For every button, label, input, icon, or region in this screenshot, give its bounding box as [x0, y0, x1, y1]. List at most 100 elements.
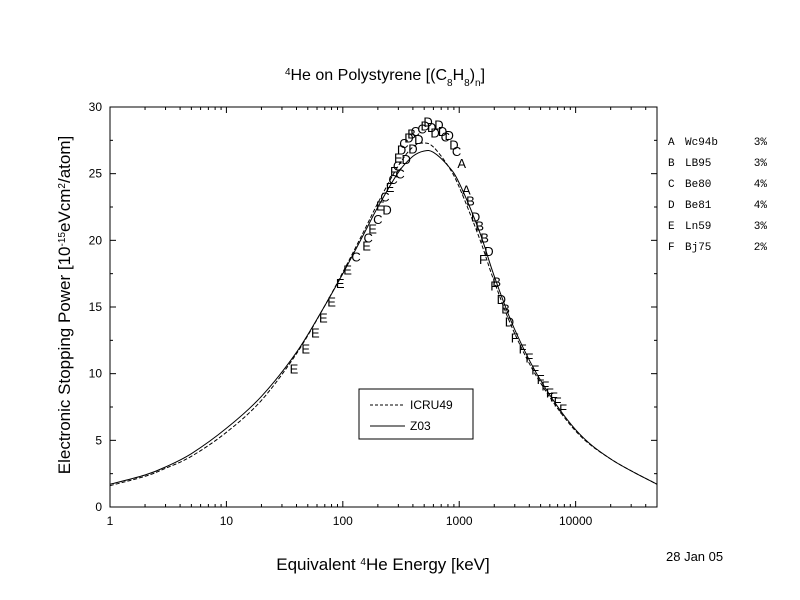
data-point-e: E [394, 151, 403, 166]
key-letter-e: E [668, 221, 675, 233]
data-point-c: C [373, 212, 382, 227]
data-point-c: C [441, 129, 450, 144]
data-point-d: D [449, 137, 458, 152]
key-letter-b: B [668, 158, 675, 170]
data-point-b: B [492, 275, 501, 290]
data-point-d: D [430, 125, 439, 140]
data-point-d: D [427, 120, 436, 135]
data-point-e: E [327, 295, 336, 310]
key-ref-c: Be80 [685, 179, 711, 191]
x-axis-label: Equivalent 4He Energy [keV] [276, 555, 489, 574]
data-point-f: F [479, 252, 487, 267]
data-point-d: D [408, 141, 417, 156]
data-point-d: D [401, 152, 410, 167]
data-point-d: D [484, 244, 493, 259]
ylabel-sup1: -15 [57, 232, 68, 247]
data-point-d: D [404, 131, 413, 146]
data-point-e: E [301, 341, 310, 356]
data-point-f: F [519, 341, 527, 356]
series-icru49-line [109, 142, 658, 487]
y-tick-label: 20 [89, 233, 103, 247]
data-point-e: E [376, 199, 385, 214]
dataset-key-list: A Wc94b 3% B LB95 3% C Be80 4% D Be81 4% E Ln59 3% F Bj7… [668, 137, 767, 254]
y-tick-label: 10 [89, 367, 103, 381]
title-sub-8b: 8 [464, 78, 470, 89]
data-markers: EEEEEEECECECECDECFCECDCDDBDCDCDDDDDDCDDC… [290, 115, 568, 417]
data-point-d: D [505, 315, 514, 330]
title-sub-8a: 8 [447, 78, 453, 89]
key-ref-d: Be81 [685, 200, 712, 212]
key-ref-b: LB95 [685, 158, 711, 170]
legend-label-icru49: ICRU49 [410, 398, 453, 412]
xlabel-pre: Equivalent [276, 555, 360, 574]
xlabel-sup: 4 [360, 557, 366, 568]
plot-frame [109, 106, 658, 508]
data-point-c: C [388, 172, 397, 187]
key-err-c: 4% [754, 179, 768, 191]
data-point-c: C [399, 136, 408, 151]
y-axis-label: Electronic Stopping Power [10-15eVcm2/at… [55, 136, 74, 474]
legend-label-z03: Z03 [410, 419, 431, 433]
data-point-e: E [386, 180, 395, 195]
data-point-e: E [343, 263, 352, 278]
data-point-e: E [362, 239, 371, 254]
y-tick-label: 0 [95, 500, 102, 514]
data-point-f: F [390, 164, 398, 179]
y-tick-label: 15 [89, 300, 103, 314]
data-point-b: B [480, 231, 489, 246]
key-err-a: 3% [754, 137, 768, 149]
data-point-d: D [397, 143, 406, 158]
data-point-e: E [368, 221, 377, 236]
ylabel-mid: eVcm [55, 189, 74, 232]
title-sub-n: n [475, 78, 481, 89]
y-tick-label: 30 [89, 100, 103, 114]
key-err-d: 4% [754, 200, 768, 212]
data-point-a: A [462, 183, 471, 198]
data-point-b: B [407, 127, 416, 142]
data-point-a: A [457, 156, 466, 171]
title-sup-4: 4 [285, 67, 291, 78]
title-main: He on Polystyrene [(C [291, 67, 448, 84]
chart-title: 4He on Polystyrene [(C8H8)n] [285, 67, 485, 89]
title-h: H [453, 67, 465, 84]
ylabel-sup2: 2 [57, 183, 68, 189]
date-stamp: 28 Jan 05 [666, 549, 723, 564]
x-tick-label: 1 [107, 514, 114, 528]
data-point-f: F [541, 379, 549, 394]
axes: 0 5 10 15 20 25 30 1 10 100 1000 10000 [89, 100, 658, 528]
x-tick-label: 10000 [559, 514, 593, 528]
data-point-b: B [475, 219, 484, 234]
data-point-c: C [393, 159, 402, 174]
data-point-d: D [471, 209, 480, 224]
data-point-c: C [417, 121, 426, 136]
x-tick-label: 1000 [446, 514, 473, 528]
data-point-d: D [444, 128, 453, 143]
data-point-f: F [550, 389, 558, 404]
title-paren: ) [470, 67, 475, 84]
key-err-b: 3% [754, 158, 768, 170]
data-point-e: E [290, 361, 299, 376]
y-tick-label: 5 [95, 433, 102, 447]
data-point-d: D [420, 119, 429, 134]
data-point-f: F [559, 401, 567, 416]
series-z03-line [109, 149, 658, 485]
data-point-d: D [423, 115, 432, 130]
data-point-d: D [438, 124, 447, 139]
key-letter-a: A [668, 137, 675, 149]
data-point-f: F [511, 331, 519, 346]
data-point-f: F [546, 385, 554, 400]
key-ref-f: Bj75 [685, 242, 711, 254]
data-point-c: C [380, 189, 389, 204]
key-letter-f: F [668, 242, 675, 254]
data-point-d: D [382, 203, 391, 218]
data-point-f: F [554, 395, 562, 410]
data-point-d: D [497, 292, 506, 307]
xlabel-post: He Energy [keV] [366, 555, 490, 574]
key-ref-e: Ln59 [685, 221, 711, 233]
key-err-f: 2% [754, 242, 768, 254]
key-letter-c: C [668, 179, 675, 191]
x-tick-label: 10 [220, 514, 234, 528]
data-point-c: C [395, 167, 404, 182]
x-tick-label: 100 [333, 514, 353, 528]
title-close: ] [481, 67, 485, 84]
